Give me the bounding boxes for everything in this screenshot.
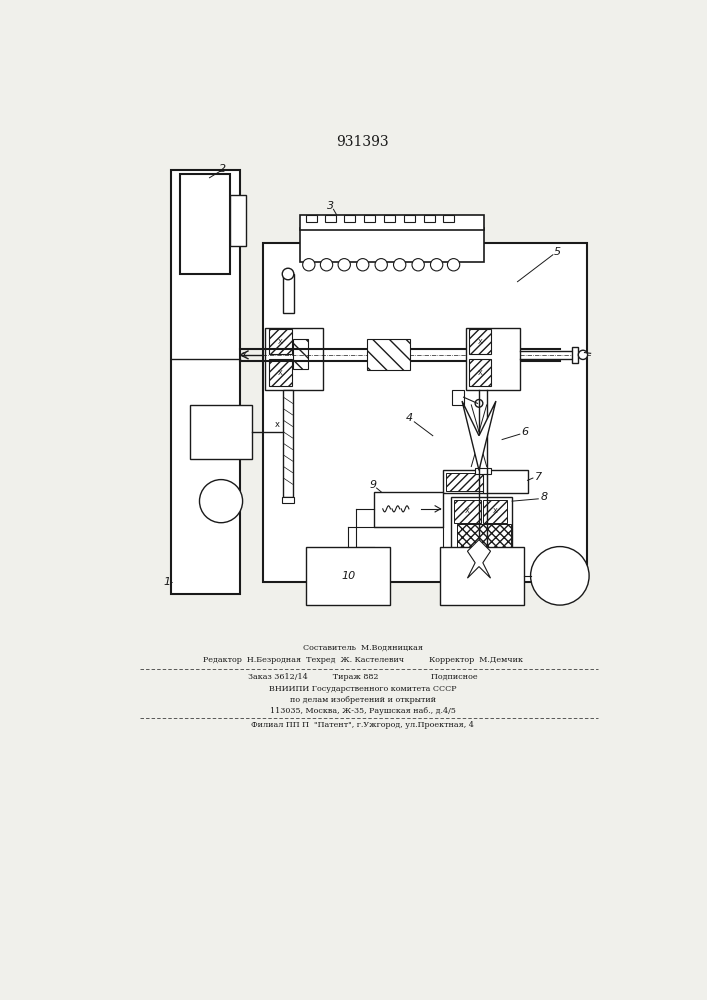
- Bar: [264, 243, 587, 582]
- Circle shape: [394, 259, 406, 271]
- Bar: [443, 215, 454, 222]
- Polygon shape: [467, 540, 491, 578]
- Text: 4: 4: [406, 413, 414, 423]
- Bar: [454, 500, 481, 523]
- Circle shape: [303, 259, 315, 271]
- Text: Редактор  Н.Безродная  Техред  Ж. Кастелевич          Корректор  М.Демчик: Редактор Н.Безродная Техред Ж. Кастелеви…: [203, 656, 522, 664]
- Bar: [171, 170, 240, 594]
- Bar: [269, 329, 292, 354]
- Text: ВНИИПИ Государственного комитета СССР: ВНИИПИ Государственного комитета СССР: [269, 685, 457, 693]
- Circle shape: [199, 480, 243, 523]
- Bar: [293, 339, 308, 369]
- Text: 5: 5: [554, 247, 561, 257]
- Bar: [404, 215, 415, 222]
- Circle shape: [282, 268, 294, 280]
- Polygon shape: [462, 401, 496, 470]
- Circle shape: [431, 259, 443, 271]
- Text: 1: 1: [163, 577, 170, 587]
- Text: X: X: [278, 339, 283, 345]
- Text: Заказ 3612/14          Тираж 882                     Подписное: Заказ 3612/14 Тираж 882 Подписное: [248, 673, 477, 681]
- Text: 2: 2: [219, 164, 226, 174]
- Bar: [373, 492, 443, 527]
- Bar: [325, 215, 336, 222]
- Circle shape: [320, 259, 333, 271]
- Text: x: x: [275, 420, 280, 429]
- Bar: [475, 468, 491, 474]
- Bar: [230, 195, 246, 246]
- Circle shape: [356, 259, 369, 271]
- Bar: [180, 174, 230, 274]
- Bar: [443, 470, 527, 493]
- Text: 3: 3: [327, 201, 334, 211]
- Bar: [483, 474, 487, 493]
- Bar: [305, 547, 390, 605]
- Bar: [364, 215, 375, 222]
- Bar: [424, 215, 435, 222]
- Text: 113035, Москва, Ж-35, Раушская наб., д.4/5: 113035, Москва, Ж-35, Раушская наб., д.4…: [270, 707, 455, 715]
- Text: X: X: [477, 370, 482, 376]
- Bar: [300, 215, 484, 230]
- Text: 7: 7: [534, 472, 542, 482]
- Bar: [469, 329, 491, 354]
- Bar: [265, 328, 322, 389]
- Circle shape: [338, 259, 351, 271]
- Circle shape: [448, 259, 460, 271]
- Text: 931393: 931393: [337, 135, 389, 149]
- Bar: [450, 497, 512, 551]
- Bar: [572, 347, 578, 363]
- Circle shape: [475, 400, 483, 407]
- Bar: [313, 349, 456, 361]
- Text: X: X: [493, 508, 498, 514]
- Circle shape: [412, 259, 424, 271]
- Text: 9: 9: [369, 480, 376, 490]
- Text: 6: 6: [522, 427, 529, 437]
- Text: 8: 8: [541, 492, 548, 502]
- Bar: [483, 500, 508, 523]
- Circle shape: [375, 259, 387, 271]
- Bar: [305, 215, 317, 222]
- Bar: [452, 389, 464, 405]
- Bar: [190, 405, 252, 459]
- Text: 10: 10: [341, 571, 355, 581]
- Text: X: X: [477, 339, 482, 345]
- Bar: [446, 473, 484, 491]
- Bar: [344, 215, 355, 222]
- Bar: [466, 328, 520, 389]
- Text: X: X: [278, 370, 283, 376]
- Text: по делам изобретений и открытий: по делам изобретений и открытий: [290, 696, 436, 704]
- Circle shape: [578, 350, 588, 359]
- Bar: [282, 497, 294, 503]
- Text: x: x: [242, 350, 247, 359]
- Bar: [469, 359, 491, 386]
- Bar: [385, 215, 395, 222]
- Text: X: X: [465, 508, 470, 514]
- Bar: [457, 524, 510, 547]
- Bar: [440, 547, 525, 605]
- Bar: [283, 389, 293, 497]
- Circle shape: [530, 547, 589, 605]
- Text: Филиал ПП П  "Патент", г.Ужгород, ул.Проектная, 4: Филиал ПП П "Патент", г.Ужгород, ул.Прое…: [251, 721, 474, 729]
- Bar: [269, 359, 292, 386]
- Bar: [368, 339, 409, 370]
- Bar: [300, 228, 484, 262]
- Text: Составитель  М.Водяницкая: Составитель М.Водяницкая: [303, 644, 423, 652]
- Bar: [283, 274, 294, 312]
